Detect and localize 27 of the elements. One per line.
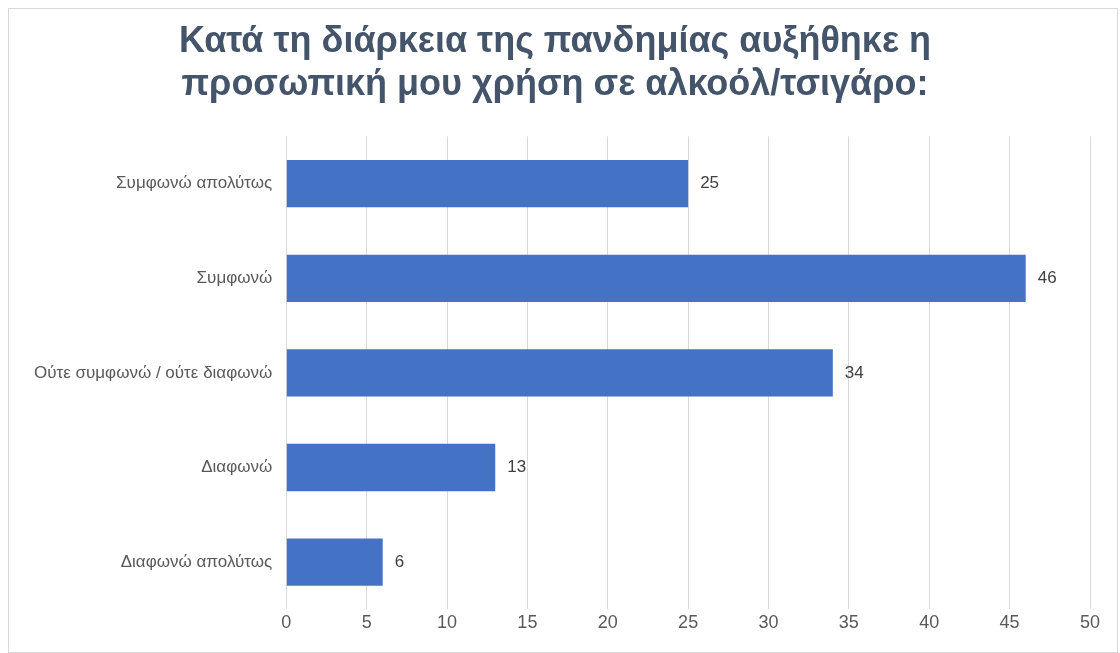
bar (286, 443, 496, 492)
y-tick-label: Διαφωνώ (201, 457, 273, 477)
x-tick-label: 45 (999, 612, 1020, 633)
x-tick-label: 20 (597, 612, 618, 633)
data-label: 6 (394, 551, 405, 571)
x-tick-label: 35 (838, 612, 859, 633)
x-tick-label: 0 (281, 612, 292, 633)
x-tick-label: 40 (919, 612, 940, 633)
y-tick-label: Συμφωνώ (196, 267, 273, 287)
x-tick-label: 5 (361, 612, 372, 633)
data-label: 25 (700, 173, 720, 193)
data-label: 46 (1037, 267, 1057, 287)
bar (286, 538, 383, 586)
bar (286, 254, 1026, 302)
data-label: 34 (844, 362, 864, 382)
data-label: 13 (507, 457, 527, 477)
y-tick-label: Διαφωνώ απολύτως (120, 551, 273, 571)
x-tick-label: 30 (758, 612, 779, 633)
chart-title: Κατά τη διάρκεια της πανδημίας αυξήθηκε η προσωπική μου χρήση σε αλκοόλ/τσιγάρο: (179, 18, 931, 103)
y-tick-label: Συμφωνώ απολύτως (116, 173, 273, 193)
bar (286, 349, 833, 397)
y-tick-label: Ούτε συμφωνώ / ούτε διαφωνώ (34, 362, 273, 382)
x-tick-label: 25 (678, 612, 699, 633)
x-tick-label: 15 (517, 612, 538, 633)
x-tick-label: 50 (1079, 612, 1101, 633)
bar (286, 160, 689, 208)
x-tick-label: 10 (437, 612, 458, 633)
